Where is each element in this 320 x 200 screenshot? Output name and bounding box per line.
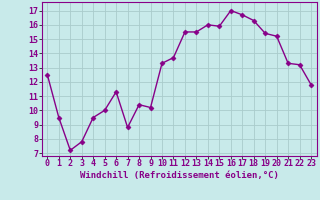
- X-axis label: Windchill (Refroidissement éolien,°C): Windchill (Refroidissement éolien,°C): [80, 171, 279, 180]
